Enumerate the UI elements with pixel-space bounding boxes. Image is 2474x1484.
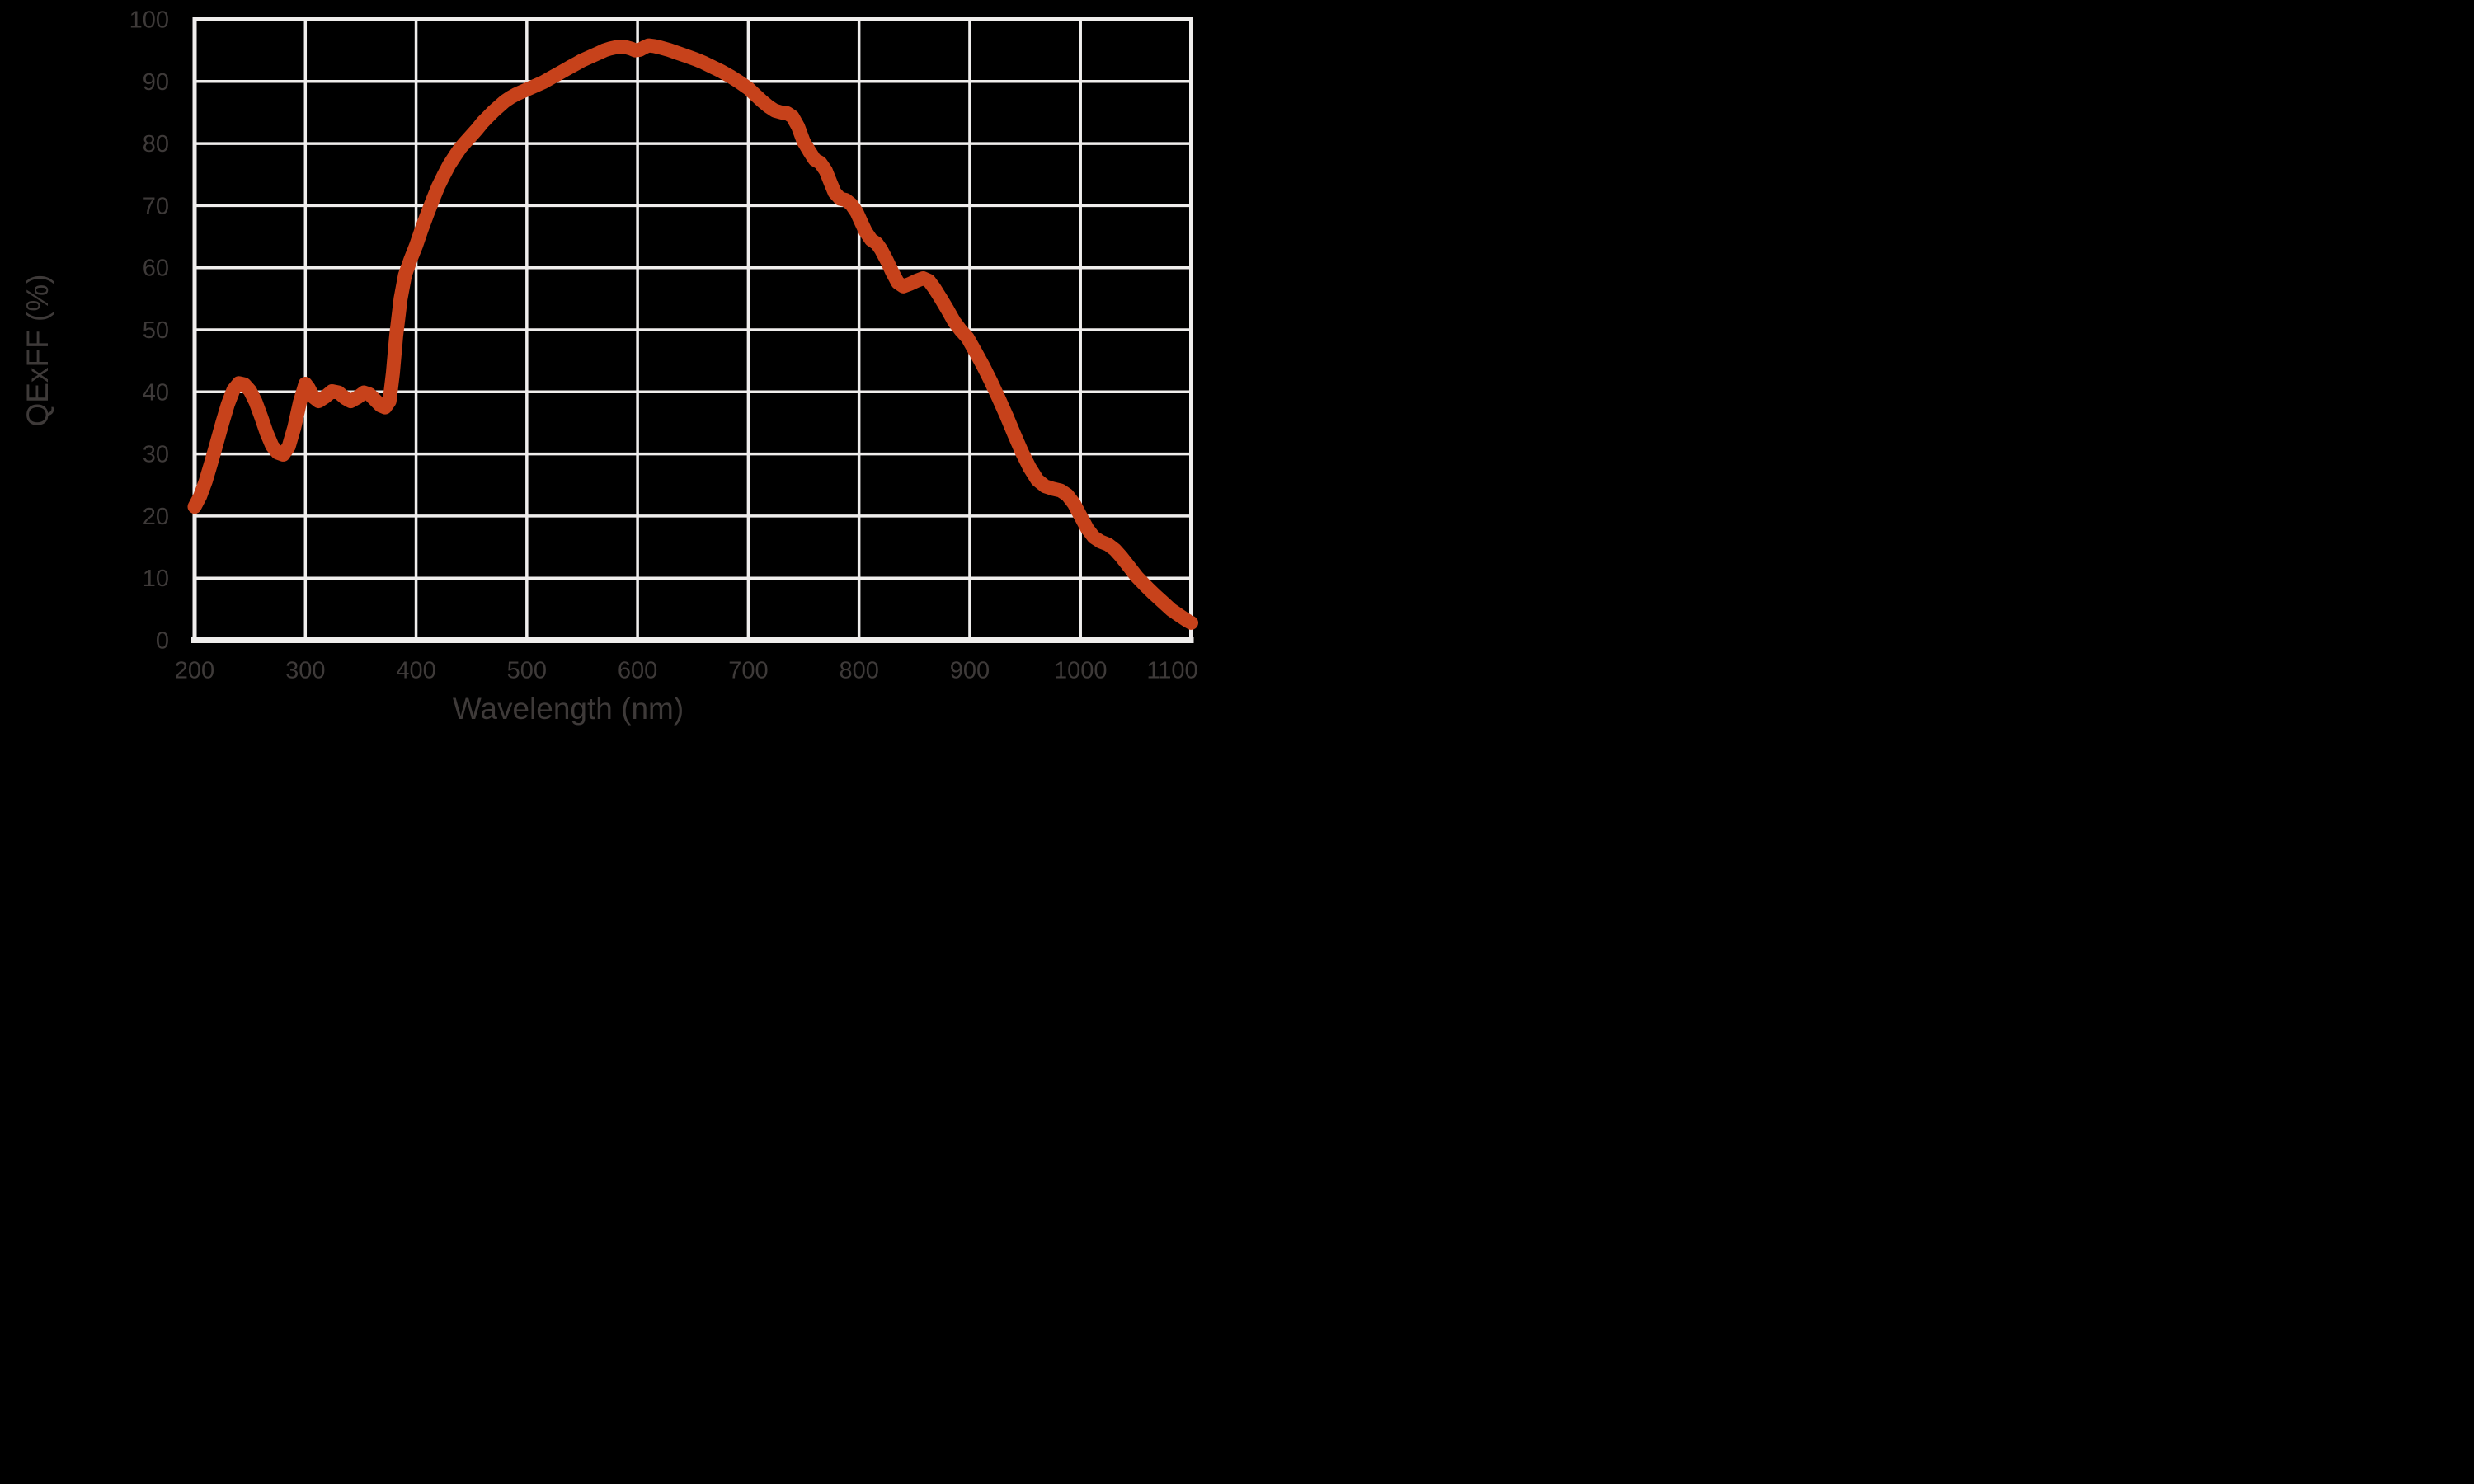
x-tick-label: 1000 [1054,658,1108,684]
y-tick-label: 70 [143,193,169,219]
x-tick-label: 600 [618,658,657,684]
y-axis-title: QExFF (%) [21,275,54,427]
y-tick-labels: 0 10 20 30 40 50 60 70 80 90 100 [129,7,169,655]
x-tick-label: 300 [285,658,325,684]
qe-curve [187,38,1198,630]
y-tick-label: 40 [143,379,169,406]
y-tick-label: 0 [156,628,169,655]
x-axis-title: Wavelength (nm) [453,692,684,726]
x-tick-label: 400 [396,658,435,684]
y-tick-label: 100 [129,7,169,34]
y-tick-label: 10 [143,566,169,592]
x-tick-labels: 200 300 400 500 600 700 800 900 1000 1100 [175,658,1198,684]
y-tick-label: 20 [143,504,169,530]
x-tick-label: 500 [507,658,547,684]
qe-chart-figure: 200 300 400 500 600 700 800 900 1000 1100 0 10 20 30… [0,0,1237,742]
y-tick-label: 60 [143,256,169,282]
y-tick-label: 30 [143,442,169,468]
x-tick-label: 900 [950,658,990,684]
x-tick-label: 1100 [1146,658,1197,684]
x-tick-label: 800 [839,658,878,684]
qe-chart: 200 300 400 500 600 700 800 900 1000 1100 0 10 20 30… [21,7,1198,726]
x-tick-label: 200 [175,658,214,684]
y-tick-label: 80 [143,131,169,157]
y-tick-label: 50 [143,317,169,344]
x-tick-label: 700 [728,658,768,684]
grid [193,17,1193,642]
y-tick-label: 90 [143,69,169,96]
